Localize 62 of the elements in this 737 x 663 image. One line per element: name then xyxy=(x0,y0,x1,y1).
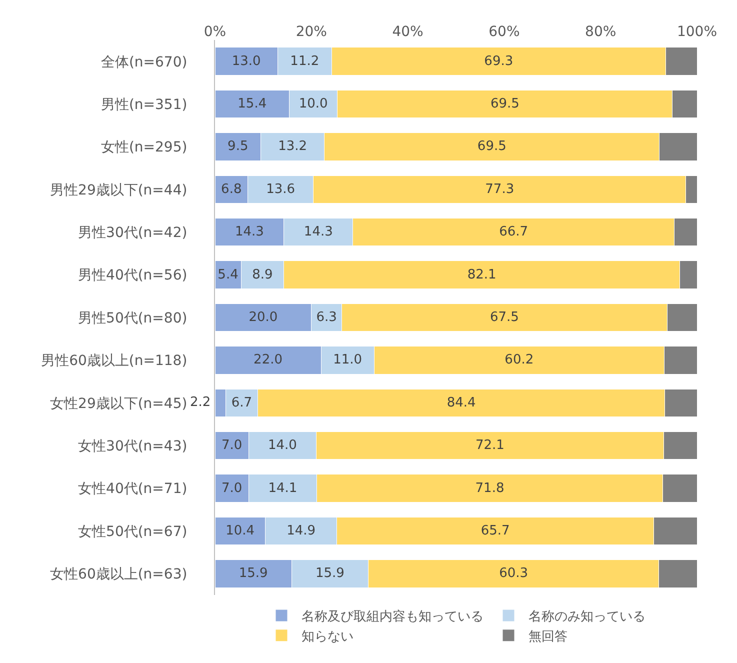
legend-label: 名称のみ知っている xyxy=(528,610,646,625)
data-label: 72.1 xyxy=(476,438,504,454)
data-label: 15.4 xyxy=(238,96,267,112)
data-label: 5.4 xyxy=(218,267,238,282)
y-tick-label: 女性(n=295) xyxy=(100,140,188,156)
data-label: 13.0 xyxy=(232,54,261,69)
data-label: 6.3 xyxy=(316,310,337,326)
x-tick-label: 60% xyxy=(488,24,520,40)
data-label: 13.2 xyxy=(278,139,308,154)
data-label: 60.3 xyxy=(499,566,528,582)
x-tick-label: 40% xyxy=(392,24,424,40)
data-label: 6.8 xyxy=(221,182,242,197)
data-label: 2.2 xyxy=(190,395,211,410)
data-label: 71.8 xyxy=(475,480,504,496)
x-tick-label: 80% xyxy=(585,24,616,40)
y-tick-label: 女性29歳以下(n=45) xyxy=(50,396,188,412)
legend-label: 無回答 xyxy=(528,629,568,644)
data-label: 67.5 xyxy=(490,310,519,326)
data-label: 60.2 xyxy=(504,352,534,368)
legend-label: 名称及び取組内容も知っている xyxy=(302,608,484,625)
data-label: 15.9 xyxy=(238,566,268,582)
data-label: 22.0 xyxy=(254,352,282,368)
data-label: 20.0 xyxy=(248,310,278,326)
data-label: 66.7 xyxy=(499,224,528,240)
data-label: 77.3 xyxy=(485,182,514,197)
data-label: 7.0 xyxy=(222,480,242,496)
legend-label: 知らない xyxy=(302,629,354,644)
data-label: 65.7 xyxy=(480,523,510,538)
data-label: 11.0 xyxy=(333,352,362,368)
data-label: 9.5 xyxy=(228,139,248,154)
x-tick-label: 100% xyxy=(676,24,718,40)
y-tick-label: 女性30代(n=43) xyxy=(78,438,188,454)
x-tick-label: 0% xyxy=(204,24,226,40)
data-label: 14.9 xyxy=(286,523,316,538)
data-label: 10.4 xyxy=(226,523,255,538)
data-label: 69.5 xyxy=(477,139,506,154)
data-label: 11.2 xyxy=(290,54,320,69)
y-tick-label: 男性(n=351) xyxy=(100,96,188,113)
y-tick-label: 女性60歳以上(n=63) xyxy=(50,566,188,583)
y-tick-label: 女性40代(n=71) xyxy=(78,481,188,498)
data-label: 6.7 xyxy=(231,395,252,410)
data-label: 15.9 xyxy=(315,566,344,582)
data-label: 69.3 xyxy=(484,54,514,69)
x-tick-label: 20% xyxy=(296,24,327,40)
y-tick-label: 男性30代(n=42) xyxy=(78,225,188,242)
y-tick-label: 女性50代(n=67) xyxy=(78,524,188,540)
data-label: 14.0 xyxy=(268,438,297,454)
data-label: 13.6 xyxy=(266,182,296,197)
data-label: 14.3 xyxy=(234,224,264,240)
y-tick-label: 男性40代(n=56) xyxy=(78,268,188,284)
y-tick-label: 全体(n=670) xyxy=(100,54,188,70)
data-label: 84.4 xyxy=(446,395,476,410)
data-label: 69.5 xyxy=(490,96,520,112)
data-label: 82.1 xyxy=(467,267,496,282)
y-tick-label: 男性60歳以上(n=118) xyxy=(41,353,188,370)
data-label: 14.3 xyxy=(304,224,333,240)
y-tick-label: 男性29歳以下(n=44) xyxy=(50,182,188,198)
data-label: 10.0 xyxy=(298,96,328,112)
data-label: 7.0 xyxy=(222,438,242,454)
data-label: 8.9 xyxy=(252,267,273,282)
y-tick-label: 男性50代(n=80) xyxy=(78,310,188,326)
data-label: 14.1 xyxy=(268,480,298,496)
